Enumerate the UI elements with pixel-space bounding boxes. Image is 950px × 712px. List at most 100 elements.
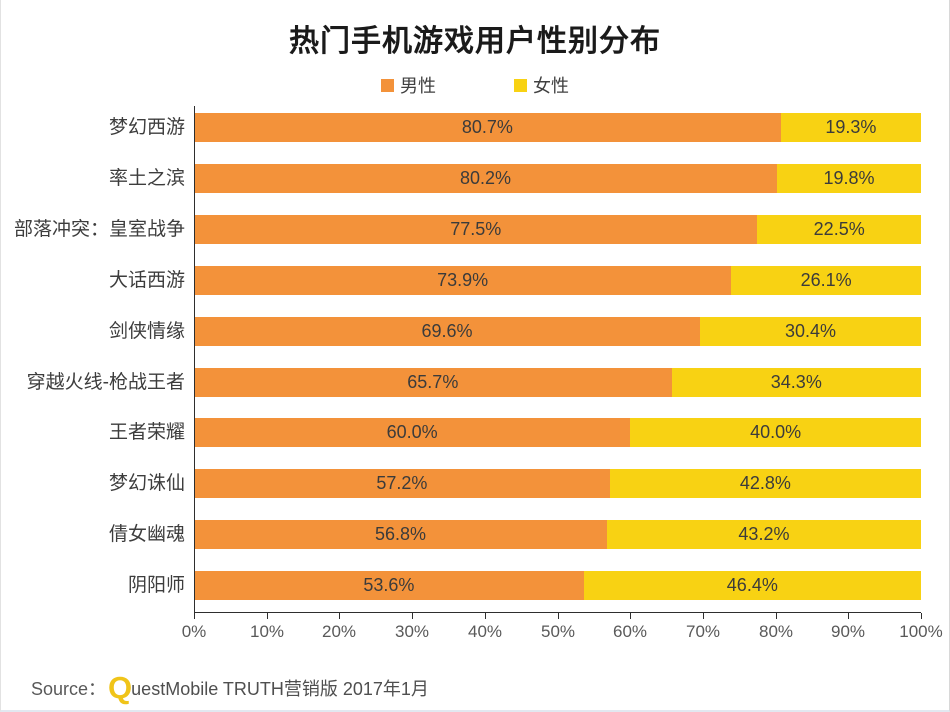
- female-bar-segment: 26.1%: [731, 265, 921, 295]
- bar-track: 80.7% 19.3%: [194, 113, 921, 142]
- bar-row: 梦幻西游 80.7% 19.3%: [1, 113, 949, 142]
- x-axis-tick: [848, 613, 849, 619]
- male-bar-segment: 80.2%: [194, 163, 778, 193]
- bar-track: 73.9% 26.1%: [194, 265, 921, 295]
- x-axis-tick: [558, 613, 559, 619]
- category-label: 部落冲突：皇室战争: [13, 218, 185, 240]
- x-axis-tick-label: 0%: [181, 622, 207, 641]
- x-axis-tick: [630, 613, 631, 619]
- legend-label-male: 男性: [400, 76, 436, 96]
- female-value-label: 30.4%: [784, 320, 836, 341]
- female-bar-segment: 22.5%: [757, 214, 921, 244]
- bar-row: 穿越火线-枪战王者 65.7% 34.3%: [1, 367, 949, 397]
- category-label: 率土之滨: [108, 167, 185, 189]
- male-bar-segment: 53.6%: [194, 571, 584, 601]
- y-axis-line: [194, 106, 195, 612]
- bar-track: 53.6% 46.4%: [194, 571, 921, 601]
- male-bar-segment: 80.7%: [194, 113, 781, 142]
- male-bar-segment: 69.6%: [194, 316, 700, 346]
- x-axis-tick-label: 80%: [758, 622, 794, 641]
- bar-row: 阴阳师 53.6% 46.4%: [1, 571, 949, 601]
- bar-row: 部落冲突：皇室战争 77.5% 22.5%: [1, 214, 949, 244]
- legend-item-male: 男性: [381, 72, 436, 98]
- male-value-label: 53.6%: [363, 575, 415, 596]
- category-label: 梦幻西游: [108, 117, 185, 138]
- male-value-label: 80.2%: [460, 167, 512, 188]
- questmobile-logo-q: Q: [108, 670, 132, 705]
- category-label: 梦幻诛仙: [108, 473, 185, 495]
- female-value-label: 43.2%: [738, 524, 790, 545]
- bar-track: 60.0% 40.0%: [194, 418, 921, 448]
- category-label: 倩女幽魂: [108, 524, 185, 546]
- source-text: uestMobile TRUTH营销版 2017年1月: [131, 679, 429, 699]
- male-value-label: 65.7%: [407, 371, 459, 392]
- x-axis-tick: [776, 613, 777, 619]
- x-axis-tick: [339, 613, 340, 619]
- female-bar-segment: 19.3%: [780, 113, 921, 142]
- category-label: 阴阳师: [127, 575, 185, 597]
- category-label: 王者荣耀: [108, 422, 185, 444]
- bar-row: 大话西游 73.9% 26.1%: [1, 265, 949, 295]
- x-axis-tick-label: 70%: [685, 622, 721, 641]
- legend: 男性 女性: [1, 72, 949, 98]
- bar-row: 剑侠情缘 69.6% 30.4%: [1, 316, 949, 346]
- x-axis-tick-label: 30%: [394, 622, 430, 641]
- male-value-label: 77.5%: [450, 218, 502, 239]
- male-value-label: 80.7%: [461, 117, 513, 137]
- female-bar-segment: 42.8%: [609, 469, 921, 499]
- x-axis-tick: [921, 613, 922, 619]
- chart-title: 热门手机游戏用户性别分布: [289, 25, 661, 58]
- bar-track: 57.2% 42.8%: [194, 469, 921, 499]
- x-axis-tick-label: 50%: [540, 622, 576, 641]
- bar-row: 梦幻诛仙 57.2% 42.8%: [1, 469, 949, 499]
- female-value-label: 22.5%: [813, 218, 865, 239]
- bar-track: 77.5% 22.5%: [194, 214, 921, 244]
- x-axis-tick-label: 100%: [899, 622, 943, 641]
- x-axis-tick: [194, 613, 195, 619]
- female-bar-segment: 46.4%: [583, 571, 921, 601]
- male-color-swatch: [381, 78, 394, 92]
- male-bar-segment: 60.0%: [194, 418, 631, 448]
- legend-item-female: 女性: [514, 72, 569, 98]
- female-bar-segment: 40.0%: [630, 418, 921, 448]
- x-axis-tick: [485, 613, 486, 619]
- female-bar-segment: 34.3%: [671, 367, 921, 397]
- female-value-label: 40.0%: [750, 422, 802, 443]
- female-value-label: 34.3%: [770, 371, 822, 392]
- x-axis-tick: [412, 613, 413, 619]
- x-axis-tick-label: 90%: [830, 622, 866, 641]
- male-bar-segment: 65.7%: [194, 367, 672, 397]
- x-axis-tick-label: 60%: [612, 622, 648, 641]
- bar-track: 80.2% 19.8%: [194, 163, 921, 193]
- category-label: 穿越火线-枪战王者: [26, 371, 185, 393]
- male-value-label: 69.6%: [421, 320, 473, 341]
- male-value-label: 60.0%: [386, 422, 438, 443]
- female-value-label: 19.8%: [823, 167, 875, 188]
- male-bar-segment: 56.8%: [194, 520, 607, 550]
- x-axis: 0% 10% 20% 30% 40% 50% 60% 70% 80% 90% 100%: [182, 612, 943, 641]
- source-note: Source： Q uestMobile TRUTH营销版 2017年1月: [31, 670, 429, 706]
- bar-track: 65.7% 34.3%: [194, 367, 921, 397]
- male-value-label: 56.8%: [374, 524, 426, 545]
- source-prefix: Source：: [31, 679, 107, 699]
- female-bar-segment: 30.4%: [699, 316, 921, 346]
- x-axis-tick: [703, 613, 704, 619]
- male-value-label: 73.9%: [437, 269, 489, 290]
- female-value-label: 46.4%: [726, 575, 778, 596]
- category-label: 剑侠情缘: [108, 320, 185, 342]
- x-axis-tick-label: 40%: [467, 622, 503, 641]
- female-color-swatch: [514, 78, 527, 92]
- bar-track: 69.6% 30.4%: [194, 316, 921, 346]
- category-label: 大话西游: [108, 269, 185, 291]
- male-bar-segment: 77.5%: [194, 214, 758, 244]
- male-bar-segment: 73.9%: [194, 265, 732, 295]
- x-axis-tick-label: 20%: [321, 622, 357, 641]
- male-bar-segment: 57.2%: [194, 469, 610, 499]
- x-axis-tick-label: 10%: [249, 622, 285, 641]
- bar-track: 56.8% 43.2%: [194, 520, 921, 550]
- bar-row: 率土之滨 80.2% 19.8%: [1, 163, 949, 193]
- female-bar-segment: 43.2%: [606, 520, 921, 550]
- bar-row: 王者荣耀 60.0% 40.0%: [1, 418, 949, 448]
- female-value-label: 19.3%: [825, 117, 877, 137]
